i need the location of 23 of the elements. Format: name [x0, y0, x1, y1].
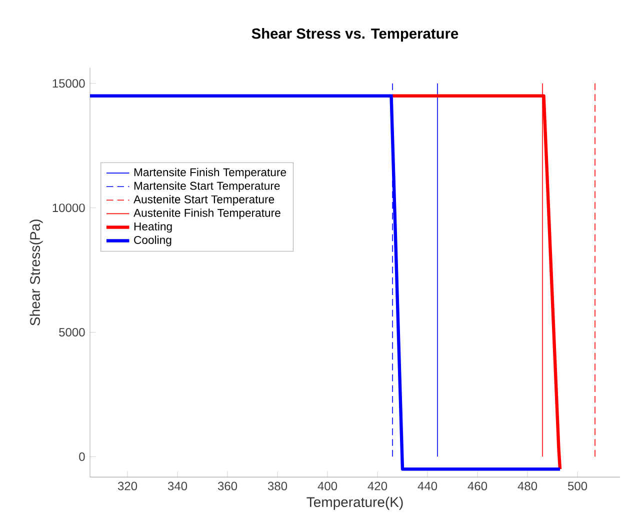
- x-tick-label: 340: [168, 482, 188, 490]
- legend-label: Austenite Start Temperature: [134, 195, 274, 206]
- legend-label: Martensite Start Temperature: [134, 181, 280, 192]
- x-tick-label: 480: [518, 482, 538, 490]
- x-tick-label: 500: [568, 482, 588, 490]
- legend-label: Austenite Finish Temperature: [134, 208, 280, 220]
- y-tick-label: 0: [79, 452, 85, 461]
- chart-title: Shear Stress vs. Temperature: [252, 28, 458, 42]
- x-tick-label: 420: [368, 482, 388, 490]
- x-tick-label: 360: [218, 482, 238, 490]
- y-tick-label: 5000: [59, 328, 85, 337]
- y-tick-label: 10000: [52, 204, 85, 212]
- legend-label: Cooling: [134, 236, 172, 246]
- x-tick-label: 320: [118, 482, 138, 490]
- legend-label: Martensite Finish Temperature: [134, 168, 286, 178]
- x-tick-label: 380: [268, 482, 288, 490]
- legend-label: Heating: [134, 222, 172, 233]
- x-tick-label: 460: [468, 482, 488, 490]
- y-axis-title: Shear Stress(Pa): [30, 220, 43, 326]
- x-tick-label: 400: [318, 482, 338, 490]
- x-tick-label: 440: [418, 482, 438, 490]
- x-axis-title: Temperature(K): [306, 496, 403, 510]
- y-tick-label: 15000: [52, 79, 85, 88]
